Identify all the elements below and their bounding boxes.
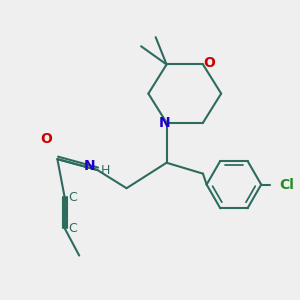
Text: Cl: Cl xyxy=(279,178,294,192)
Text: O: O xyxy=(40,132,52,146)
Text: C: C xyxy=(68,191,77,204)
Text: C: C xyxy=(68,222,77,235)
Text: O: O xyxy=(204,56,215,70)
Text: N: N xyxy=(159,116,171,130)
Text: H: H xyxy=(101,164,110,176)
Text: N: N xyxy=(84,159,95,173)
